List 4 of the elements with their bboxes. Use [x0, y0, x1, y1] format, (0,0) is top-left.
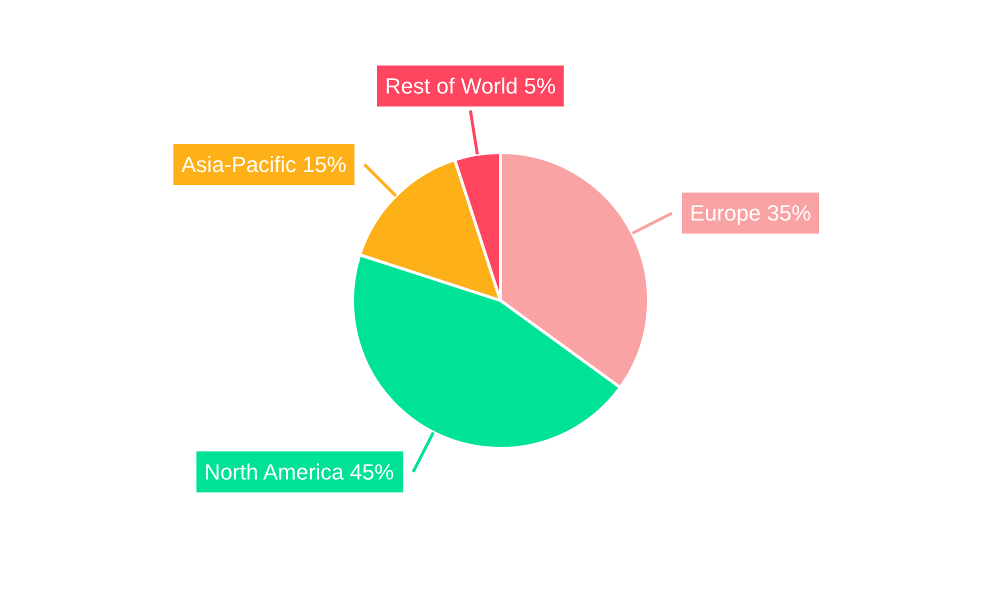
- slice-label: North America 45%: [204, 459, 394, 484]
- slice-label: Asia-Pacific 15%: [181, 152, 346, 177]
- slice-label: Rest of World 5%: [385, 73, 556, 98]
- slice-label: Europe 35%: [690, 200, 812, 226]
